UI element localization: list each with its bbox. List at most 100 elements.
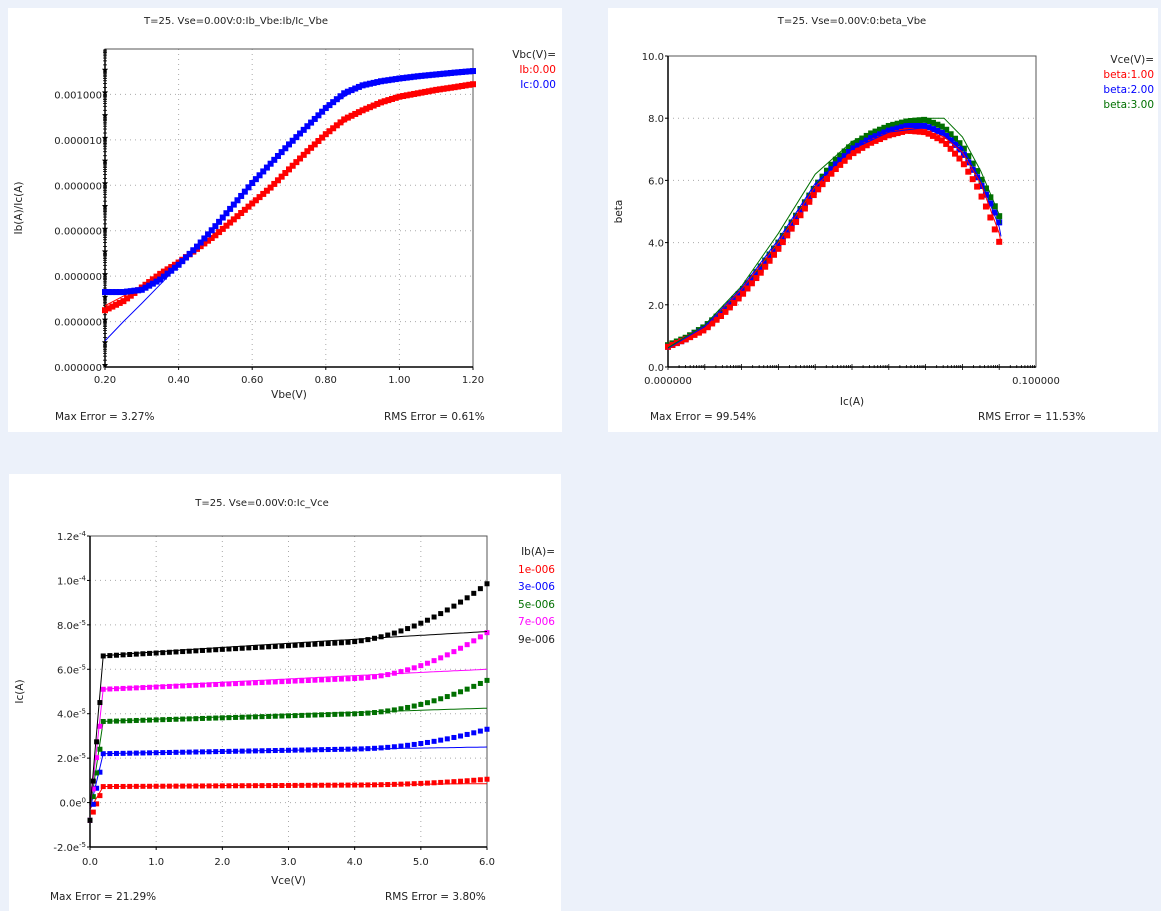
data-point	[230, 216, 237, 223]
data-point	[372, 710, 378, 716]
data-point	[378, 99, 384, 106]
data-point	[358, 711, 364, 717]
data-point	[120, 652, 126, 658]
data-point	[164, 266, 171, 273]
data-point	[245, 184, 252, 191]
data-point	[956, 155, 963, 162]
data-point	[775, 245, 782, 252]
data-point	[934, 121, 941, 128]
data-point	[952, 150, 959, 157]
data-point	[885, 122, 892, 129]
data-point	[180, 716, 186, 722]
data-point	[407, 91, 414, 98]
data-point	[239, 645, 245, 651]
data-point	[286, 747, 291, 753]
data-point	[138, 286, 145, 293]
data-point	[370, 102, 377, 109]
data-point	[90, 778, 96, 784]
data-point	[978, 193, 985, 200]
data-point	[100, 653, 106, 659]
legend-header: Ib(A)=	[521, 546, 555, 558]
data-point	[451, 779, 457, 785]
data-point	[205, 231, 212, 238]
data-point	[90, 801, 96, 807]
data-point	[259, 783, 265, 789]
data-point	[753, 271, 760, 278]
data-point	[841, 157, 848, 164]
data-point	[127, 651, 133, 657]
data-point	[113, 686, 119, 692]
data-point	[272, 679, 278, 685]
data-point	[385, 97, 392, 104]
data-point	[107, 718, 113, 724]
data-point	[943, 140, 950, 147]
data-point	[929, 132, 936, 139]
data-point	[424, 780, 430, 786]
data-point	[837, 152, 844, 159]
legend-entry-ic: Ic:0.00	[520, 79, 556, 91]
data-point	[850, 140, 857, 147]
data-point	[385, 744, 391, 750]
data-point	[770, 248, 777, 255]
data-point	[464, 778, 470, 784]
data-point	[797, 212, 804, 219]
data-point	[206, 647, 212, 653]
data-point	[398, 781, 404, 787]
data-point	[153, 717, 159, 723]
data-point	[378, 78, 384, 85]
data-point	[241, 188, 248, 195]
data-point	[319, 747, 325, 753]
data-point	[312, 677, 318, 683]
y-tick-label: 0.0e0	[59, 797, 86, 810]
data-point	[213, 783, 219, 789]
data-point	[735, 295, 742, 302]
data-point	[405, 626, 411, 632]
data-point	[424, 700, 430, 706]
x-tick-label: 1.0	[148, 857, 164, 868]
data-point	[199, 749, 205, 755]
data-point	[464, 686, 470, 692]
data-point	[484, 726, 490, 732]
data-point	[700, 327, 707, 334]
data-point	[171, 264, 178, 271]
data-point	[252, 748, 258, 754]
data-point	[127, 685, 133, 691]
data-point	[245, 203, 252, 210]
data-point	[850, 150, 857, 157]
chart-panel-ib-ic-vbe: T=25. Vse=0.00V:0:Ib_Vbe:Ib/Ic_Vbe 0.20 0…	[8, 8, 562, 432]
data-point	[259, 644, 265, 650]
data-point	[366, 80, 373, 87]
data-point	[180, 649, 186, 655]
data-point	[455, 83, 462, 90]
data-point	[259, 679, 265, 685]
data-point	[451, 649, 457, 655]
data-point	[365, 746, 371, 752]
rms-error-label: RMS Error = 0.61%	[384, 411, 485, 423]
data-point	[444, 607, 450, 613]
x-axis-label: Vbe(V)	[271, 389, 307, 401]
data-point	[440, 85, 447, 92]
data-point	[863, 132, 870, 139]
data-point	[120, 289, 127, 296]
legend-header: Vce(V)=	[1110, 54, 1154, 66]
data-point	[140, 783, 146, 789]
data-point	[113, 718, 119, 724]
data-point	[359, 82, 366, 89]
data-point	[160, 273, 167, 280]
data-point	[252, 783, 258, 789]
data-point	[477, 777, 483, 783]
x-tick-label: 0.60	[241, 375, 263, 386]
legend-entry-ib-9e-6: 9e-006	[518, 633, 555, 646]
data-point	[179, 258, 186, 265]
data-point	[338, 746, 344, 752]
data-point	[109, 289, 116, 296]
data-point	[378, 709, 384, 715]
data-point	[312, 747, 318, 753]
data-point	[102, 307, 108, 314]
data-point	[872, 133, 879, 140]
data-point	[841, 148, 848, 155]
data-point	[94, 801, 100, 807]
data-point	[987, 214, 994, 221]
chart-title: T=25. Vse=0.00V:0:Ic_Vce	[195, 498, 329, 509]
chart-plot: 0.20 0.40 0.60 0.80 1.00 1.20 0.001000 0.000010…	[13, 48, 484, 401]
